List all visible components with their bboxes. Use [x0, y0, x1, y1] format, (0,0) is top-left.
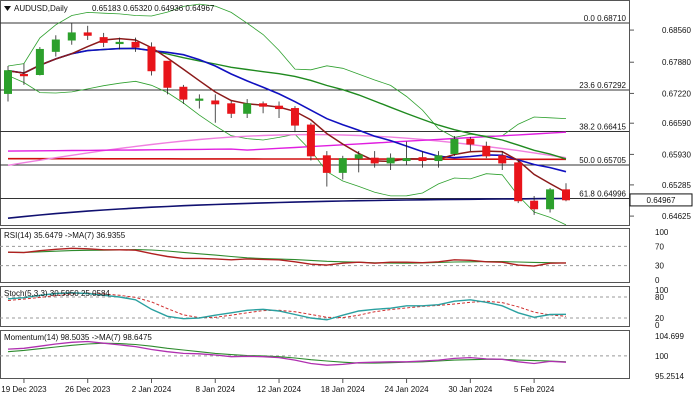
price-tick-label: 0.67880 [662, 58, 691, 67]
candle-body[interactable] [211, 100, 220, 105]
stoch-label: Stoch(5,3,3) 30.5950 25.0584 [4, 289, 110, 298]
candle-body[interactable] [51, 39, 60, 52]
ma-200-line [8, 157, 566, 161]
fib-label-0: 0.0 0.68710 [584, 14, 627, 23]
rsi-axis-label: 100 [655, 228, 669, 237]
candle-body[interactable] [243, 103, 252, 114]
stoch-d-line [7, 292, 567, 319]
triangle-down-icon[interactable] [4, 6, 11, 11]
stoch-axis-label: 0 [655, 321, 660, 330]
candle-body[interactable] [450, 138, 459, 154]
candle-body[interactable] [259, 103, 268, 107]
momentum-label: Momentum(14) 98.5035 ->MA(7) 98.6475 [4, 333, 152, 342]
candle-body[interactable] [354, 154, 363, 159]
momentum-axis-label: 100 [655, 352, 669, 361]
candle-body[interactable] [163, 60, 172, 88]
ma-55-line [7, 133, 567, 166]
candle-body[interactable] [195, 98, 204, 101]
date-tick-label: 5 Feb 2024 [514, 385, 555, 394]
candle-body[interactable] [35, 48, 44, 76]
candlestick-layer[interactable] [4, 22, 570, 215]
stoch-panel-frame [0, 286, 630, 327]
rsi-axis-label: 70 [655, 242, 664, 251]
date-tick-label: 18 Jan 2024 [321, 385, 366, 394]
candle-body[interactable] [115, 41, 124, 45]
candle-body[interactable] [147, 46, 156, 72]
ma-100-line [7, 197, 567, 219]
momentum-axis-label: 95.2514 [655, 372, 684, 381]
price-tick-label: 0.65930 [662, 150, 691, 159]
fibonacci-layer: 0.0 0.68710 23.6 0.67292 38.2 0.66415 50.0 … [0, 14, 629, 200]
price-tick-label: 0.68560 [662, 26, 691, 35]
price-tick-label: 0.65285 [662, 181, 691, 190]
ma-10-line [7, 47, 567, 173]
stoch-axis-label: 20 [655, 314, 664, 323]
candle-body[interactable] [482, 145, 491, 157]
rsi-label: RSI(14) 35.6479 ->MA(7) 36.9355 [4, 231, 126, 240]
candle-body[interactable] [434, 155, 443, 162]
date-tick-label: 19 Dec 2023 [1, 385, 47, 394]
rsi-panel-frame [0, 228, 630, 283]
candle-body[interactable] [338, 158, 347, 173]
ma-50-line [7, 131, 567, 152]
rsi-axis-label: 0 [655, 276, 660, 285]
fib-label-2: 38.2 0.66415 [579, 122, 626, 131]
momentum-axis-label: 104.699 [655, 332, 684, 341]
price-tick-label: 0.66590 [662, 119, 691, 128]
candle-body[interactable] [514, 162, 523, 202]
candle-body[interactable] [19, 74, 28, 77]
rsi-line [7, 247, 567, 267]
candle-body[interactable] [562, 189, 570, 201]
bollinger-lower-line [7, 75, 567, 226]
axis-layer: 0.68560 0.67880 0.67220 0.66590 0.65930 0.652… [1, 26, 693, 394]
price-tick-label: 0.67220 [662, 89, 691, 98]
candle-body[interactable] [67, 32, 76, 41]
rsi-axis-label: 30 [655, 262, 664, 271]
candle-body[interactable] [290, 108, 299, 126]
candle-body[interactable] [131, 41, 140, 48]
symbol-label: AUDUSD,Daily [14, 4, 68, 13]
candle-body[interactable] [179, 86, 188, 100]
candle-body[interactable] [322, 155, 331, 173]
current-price-label: 0.64967 [647, 196, 676, 205]
date-tick-label: 2 Jan 2024 [132, 385, 172, 394]
momentum-panel-frame [0, 330, 630, 379]
candle-body[interactable] [370, 157, 379, 164]
date-tick-label: 26 Dec 2023 [65, 385, 111, 394]
candle-body[interactable] [83, 32, 92, 36]
candle-body[interactable] [227, 103, 236, 114]
fib-label-3: 50.0 0.65705 [579, 156, 626, 165]
candle-body[interactable] [275, 105, 284, 110]
candle-body[interactable] [99, 37, 108, 43]
momentum-line [7, 340, 567, 366]
fib-label-1: 23.6 0.67292 [579, 81, 626, 90]
candle-body[interactable] [418, 157, 427, 162]
ohlc-values: 0.65183 0.65320 0.64936 0.64967 [92, 4, 215, 13]
stoch-axis-label: 100 [655, 286, 669, 295]
date-tick-label: 8 Jan 2024 [195, 385, 235, 394]
fib-label-4: 61.8 0.64996 [579, 190, 626, 199]
date-tick-label: 24 Jan 2024 [385, 385, 430, 394]
candle-body[interactable] [546, 189, 555, 210]
current-price-box [629, 193, 693, 207]
candle-body[interactable] [530, 200, 539, 210]
price-tick-label: 0.64625 [662, 212, 691, 221]
date-tick-label: 12 Jan 2024 [257, 385, 302, 394]
candle-body[interactable] [498, 155, 507, 164]
candle-body[interactable] [466, 138, 475, 145]
candle-body[interactable] [4, 70, 12, 94]
date-tick-label: 30 Jan 2024 [448, 385, 493, 394]
candle-body[interactable] [306, 124, 315, 157]
stoch-axis-label: 80 [655, 293, 664, 302]
candle-body[interactable] [386, 157, 395, 164]
candle-body[interactable] [402, 158, 411, 162]
stoch-k-line [7, 292, 567, 321]
